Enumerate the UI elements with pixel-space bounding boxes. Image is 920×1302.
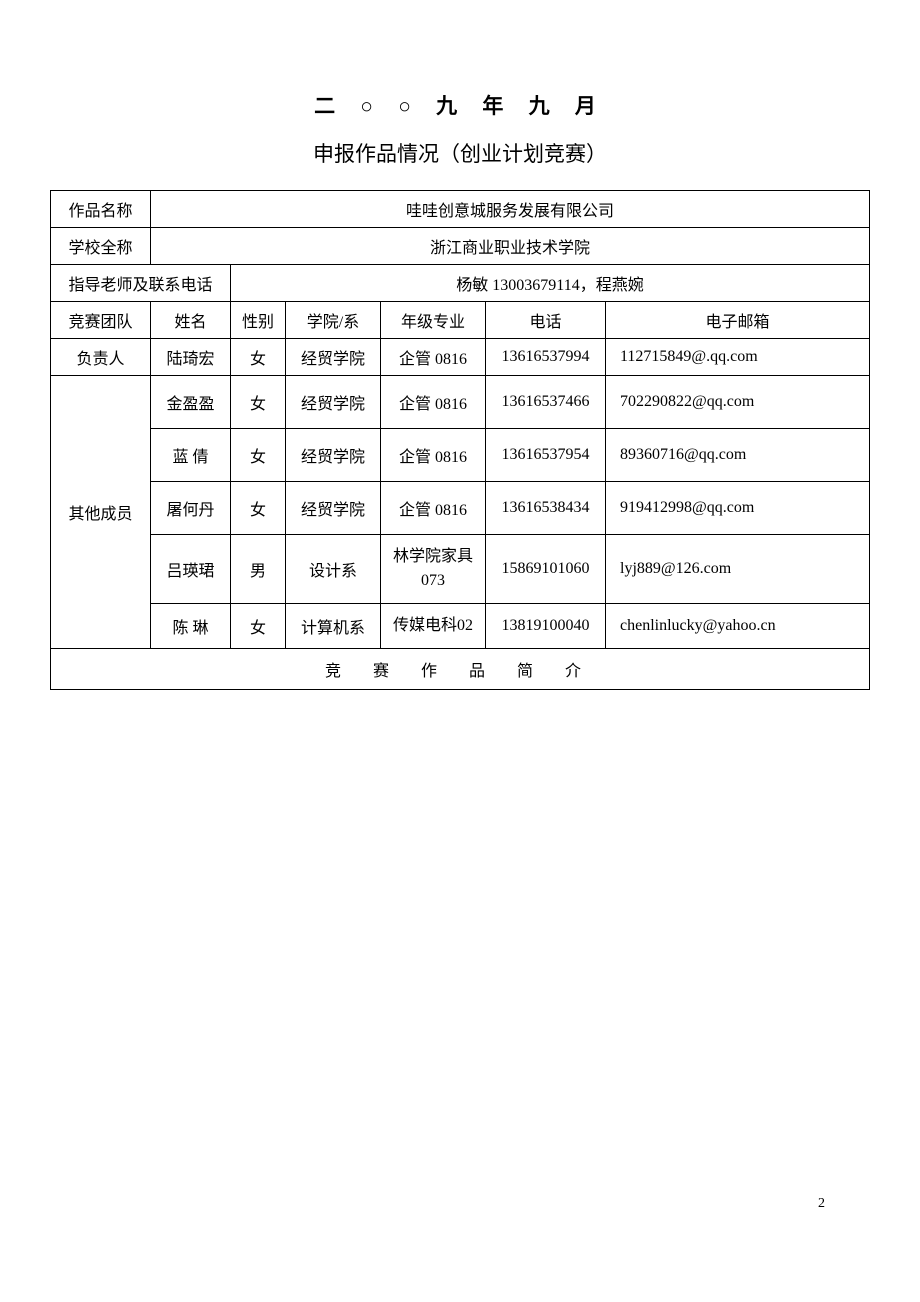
member-phone: 13616537466	[486, 376, 606, 429]
member-phone: 15869101060	[486, 535, 606, 604]
school-name-value: 浙江商业职业技术学院	[151, 228, 870, 265]
member-name: 蓝 倩	[151, 429, 231, 482]
leader-row: 负责人 陆琦宏 女 经贸学院 企管 0816 13616537994 11271…	[51, 339, 870, 376]
member-row-2: 屠何丹 女 经贸学院 企管 0816 13616538434 919412998…	[51, 482, 870, 535]
advisor-value: 杨敏 13003679114，程燕婉	[231, 265, 870, 302]
school-name-label: 学校全称	[51, 228, 151, 265]
member-dept: 经贸学院	[286, 429, 381, 482]
header-row: 竞赛团队 姓名 性别 学院/系 年级专业 电话 电子邮箱	[51, 302, 870, 339]
member-dept: 设计系	[286, 535, 381, 604]
member-gender: 女	[231, 604, 286, 649]
leader-gender: 女	[231, 339, 286, 376]
member-grade: 林学院家具073	[381, 535, 486, 604]
other-members-label: 其他成员	[51, 376, 151, 649]
member-name: 吕瑛珺	[151, 535, 231, 604]
member-name: 金盈盈	[151, 376, 231, 429]
application-table: 作品名称 哇哇创意城服务发展有限公司 学校全称 浙江商业职业技术学院 指导老师及…	[50, 190, 870, 690]
member-gender: 女	[231, 482, 286, 535]
intro-row: 竞 赛 作 品 简 介	[51, 649, 870, 690]
member-email: 89360716@qq.com	[606, 429, 870, 482]
document-subtitle: 申报作品情况（创业计划竞赛）	[50, 138, 870, 168]
team-label: 竞赛团队	[51, 302, 151, 339]
page-number: 2	[818, 1196, 825, 1212]
work-name-label: 作品名称	[51, 191, 151, 228]
dept-header: 学院/系	[286, 302, 381, 339]
advisor-row: 指导老师及联系电话 杨敏 13003679114，程燕婉	[51, 265, 870, 302]
work-name-row: 作品名称 哇哇创意城服务发展有限公司	[51, 191, 870, 228]
member-grade: 企管 0816	[381, 429, 486, 482]
member-dept: 经贸学院	[286, 482, 381, 535]
leader-email: 112715849@.qq.com	[606, 339, 870, 376]
gender-header: 性别	[231, 302, 286, 339]
member-name: 陈 琳	[151, 604, 231, 649]
member-dept: 经贸学院	[286, 376, 381, 429]
leader-dept: 经贸学院	[286, 339, 381, 376]
member-name: 屠何丹	[151, 482, 231, 535]
work-name-value: 哇哇创意城服务发展有限公司	[151, 191, 870, 228]
date-header: 二 ○ ○ 九 年 九 月	[50, 90, 870, 120]
name-header: 姓名	[151, 302, 231, 339]
member-gender: 女	[231, 429, 286, 482]
member-row-4: 陈 琳 女 计算机系 传媒电科02 13819100040 chenlinluc…	[51, 604, 870, 649]
member-email: 919412998@qq.com	[606, 482, 870, 535]
email-header: 电子邮箱	[606, 302, 870, 339]
grade-header: 年级专业	[381, 302, 486, 339]
member-grade: 企管 0816	[381, 482, 486, 535]
member-grade: 企管 0816	[381, 376, 486, 429]
leader-phone: 13616537994	[486, 339, 606, 376]
member-gender: 女	[231, 376, 286, 429]
member-grade: 传媒电科02	[381, 604, 486, 649]
intro-label: 竞 赛 作 品 简 介	[51, 649, 870, 690]
leader-name: 陆琦宏	[151, 339, 231, 376]
member-gender: 男	[231, 535, 286, 604]
member-email: lyj889@126.com	[606, 535, 870, 604]
member-row-0: 其他成员 金盈盈 女 经贸学院 企管 0816 13616537466 7022…	[51, 376, 870, 429]
member-phone: 13616538434	[486, 482, 606, 535]
phone-header: 电话	[486, 302, 606, 339]
member-row-1: 蓝 倩 女 经贸学院 企管 0816 13616537954 89360716@…	[51, 429, 870, 482]
member-phone: 13819100040	[486, 604, 606, 649]
leader-label: 负责人	[51, 339, 151, 376]
advisor-label: 指导老师及联系电话	[51, 265, 231, 302]
member-email: chenlinlucky@yahoo.cn	[606, 604, 870, 649]
member-dept: 计算机系	[286, 604, 381, 649]
member-phone: 13616537954	[486, 429, 606, 482]
member-email: 702290822@qq.com	[606, 376, 870, 429]
leader-grade: 企管 0816	[381, 339, 486, 376]
school-name-row: 学校全称 浙江商业职业技术学院	[51, 228, 870, 265]
member-row-3: 吕瑛珺 男 设计系 林学院家具073 15869101060 lyj889@12…	[51, 535, 870, 604]
